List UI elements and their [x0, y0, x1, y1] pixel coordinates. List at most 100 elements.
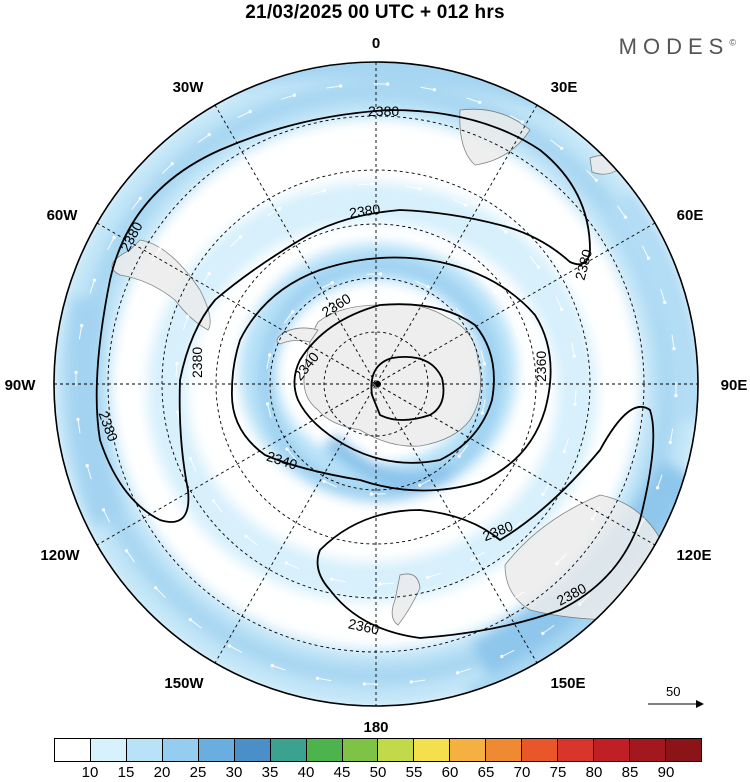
contour-label: 2360 — [533, 351, 549, 382]
wind-arrow — [571, 342, 575, 357]
wind-arrow-head — [674, 393, 678, 398]
wind-arrow-head — [541, 631, 545, 636]
colorbar-cell — [558, 739, 595, 761]
wind-arrow-head — [518, 425, 522, 429]
wind-arrow-head — [377, 532, 382, 536]
wind-arrow — [519, 413, 524, 428]
wind-arrow-head — [500, 654, 504, 659]
copyright-mark: © — [729, 37, 736, 48]
wind-arrow-head — [480, 411, 484, 415]
wind-arrow-head — [623, 215, 628, 219]
wind-arrow-head — [646, 256, 651, 260]
wind-arrow — [524, 366, 527, 381]
lon-label-150e: 150E — [550, 675, 585, 692]
wind-arrow — [458, 444, 469, 457]
wind-arrow-head — [237, 166, 242, 171]
colorbar-cell — [234, 739, 271, 761]
wind-arrow-head — [133, 467, 138, 471]
wind-arrow-head — [330, 577, 334, 581]
wind-arrow-head — [133, 298, 137, 303]
wind-arrow — [616, 453, 622, 468]
wind-arrow-head — [655, 486, 660, 490]
wind-arrow — [586, 169, 597, 181]
wind-arrow-head — [175, 362, 179, 366]
lon-label-150w: 150W — [164, 675, 204, 692]
wind-arrow-head — [338, 84, 343, 88]
wind-arrow — [480, 350, 485, 365]
wind-arrow — [545, 193, 557, 204]
wind-arrow — [228, 340, 233, 355]
wind-arrow — [313, 241, 327, 249]
wind-arrow-head — [185, 314, 190, 319]
wind-arrow-head — [289, 505, 293, 510]
wind-arrow — [225, 387, 228, 402]
wind-arrow-head — [188, 456, 193, 461]
wind-arrow — [379, 582, 394, 585]
wind-arrow — [555, 296, 563, 310]
wind-arrow — [286, 562, 300, 570]
wind-arrow — [466, 97, 480, 103]
colorbar-label: 55 — [405, 764, 423, 781]
lon-label-90e: 90E — [721, 377, 748, 394]
wind-arrow — [481, 399, 486, 414]
wind-arrow — [126, 550, 136, 563]
contour-label: 2380 — [348, 201, 381, 221]
contour-label: 2360 — [347, 615, 381, 637]
pole-marker — [375, 381, 381, 387]
wind-arrow-head — [322, 188, 327, 193]
map-boundary — [53, 61, 699, 707]
wind-arrow-head — [238, 235, 243, 239]
wind-arrow-head — [232, 432, 237, 436]
wind-arrow-head — [248, 109, 252, 114]
wind-arrow-head — [289, 141, 293, 146]
wind-arrow-head — [120, 354, 125, 358]
longitude-labels: 0 30E 60E 90E 120E 150E 180 150W 120W 90… — [5, 35, 748, 736]
wind-arrow — [201, 273, 210, 286]
colorbar-cell — [342, 739, 379, 761]
wind-arrow — [245, 535, 258, 546]
wind-arrow-head — [370, 182, 374, 186]
wind-arrow — [182, 316, 189, 331]
wind-arrow — [591, 506, 600, 520]
wind-arrow — [283, 311, 294, 324]
wind-arrow — [472, 551, 485, 560]
wind-arrow-head — [418, 483, 422, 487]
colorbar-label: 45 — [333, 764, 351, 781]
wind-arrow — [579, 594, 591, 605]
wind-arrow-head — [331, 526, 335, 530]
wind-arrow-head — [211, 499, 216, 503]
wind-arrow — [332, 130, 347, 134]
wind-arrow — [256, 474, 267, 487]
wind-arrow — [292, 624, 307, 630]
meridian-line — [96, 222, 656, 546]
wind-arrow-head — [418, 187, 422, 191]
wind-arrow — [189, 458, 197, 472]
lon-label-90w: 90W — [5, 377, 37, 394]
wind-arrow-head — [207, 132, 211, 137]
wind-arrow-head — [493, 291, 497, 295]
wind-arrow — [135, 468, 141, 483]
wind-arrow-head — [346, 635, 350, 640]
wind-arrow-head — [457, 454, 461, 458]
wind-arrow-head — [154, 586, 158, 590]
wind-arrow — [89, 280, 95, 294]
wind-arrow-head — [425, 575, 430, 580]
right-arrow-icon — [648, 700, 704, 708]
colorbar-label: 40 — [297, 764, 315, 781]
colorbar-cell — [450, 739, 487, 761]
reference-vector-label: 50 — [666, 684, 681, 699]
wind-arrow — [317, 677, 332, 682]
wind-arrow — [277, 143, 292, 149]
wind-arrow-head — [463, 203, 468, 207]
lon-label-120e: 120E — [676, 547, 711, 564]
wind-vectors — [74, 82, 678, 686]
wind-arrow-head — [250, 297, 255, 301]
wind-arrow — [77, 419, 81, 434]
wind-arrow-head — [227, 644, 232, 648]
wind-arrow-head — [315, 676, 320, 680]
wind-arrow-head — [510, 597, 515, 602]
wind-speed-colorbar — [54, 738, 702, 762]
lon-label-120w: 120W — [40, 547, 80, 564]
wind-arrow — [130, 300, 136, 315]
wind-arrow-head — [138, 196, 143, 201]
